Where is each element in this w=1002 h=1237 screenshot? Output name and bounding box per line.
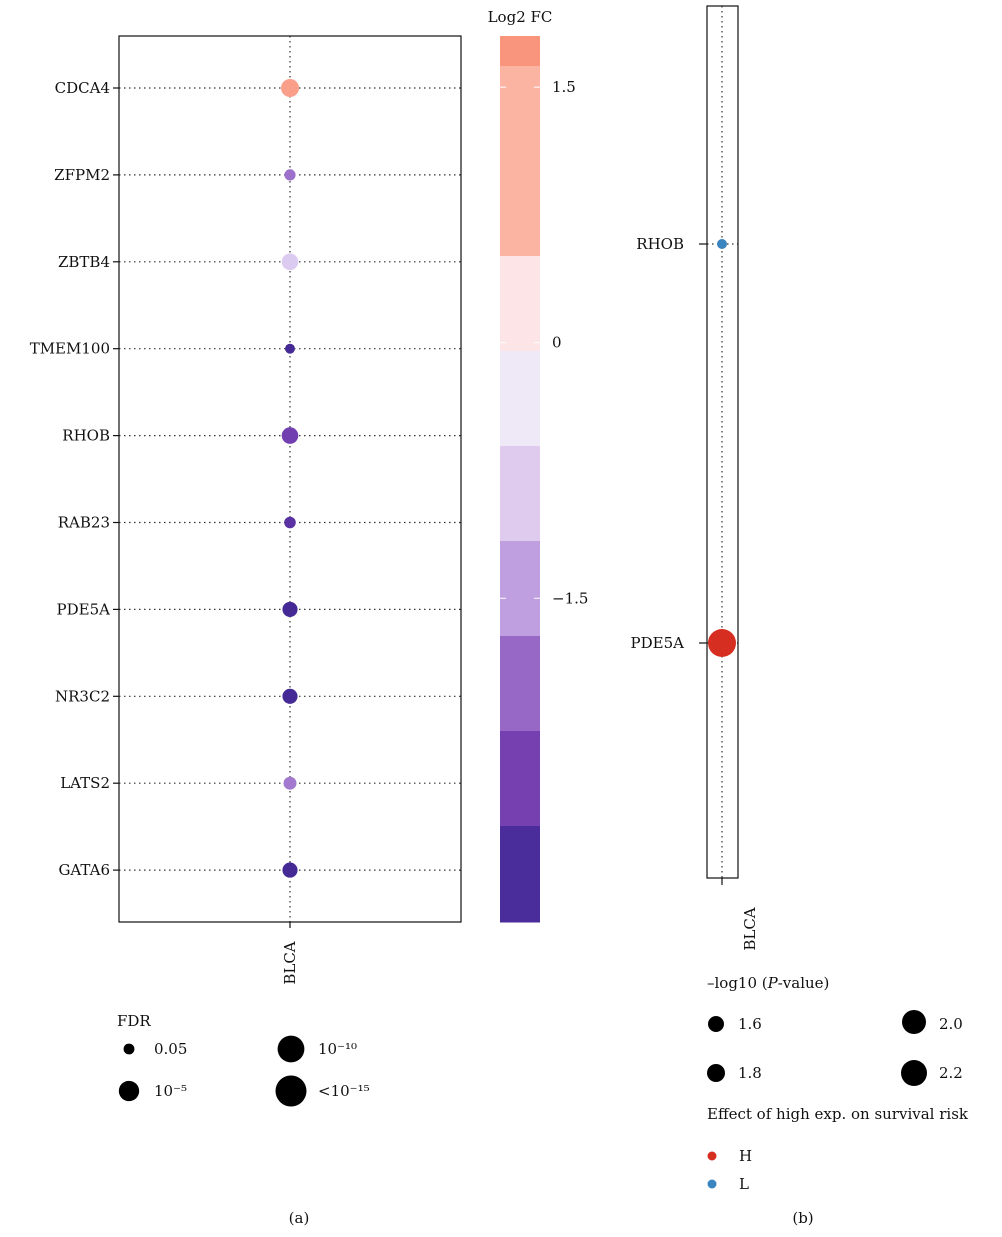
colorbar-band-1	[500, 66, 540, 257]
effect-legend-title: Effect of high exp. on survival risk	[707, 1105, 969, 1123]
y-tick-label-rab23: RAB23	[58, 514, 110, 532]
effect-legend-label-h: H	[739, 1147, 752, 1165]
pvalue-legend-symbol-1	[707, 1064, 725, 1082]
y-tick-label-pde5a: PDE5A	[57, 600, 111, 618]
x-tick-label-b-blca: BLCA	[741, 907, 759, 950]
y-tick-label-zfpm2: ZFPM2	[54, 166, 110, 184]
point-rab23	[284, 516, 296, 529]
panel-b-x-axis: BLCA	[721, 878, 759, 951]
fdr-size-legend: 0.05 10⁻⁵ 10⁻¹⁰ <10⁻¹⁵	[118, 1035, 370, 1107]
fdr-legend-label-1: 10⁻⁵	[154, 1082, 187, 1100]
colorbar-ticks: 1.5 0 −1.5	[500, 78, 588, 607]
point-cdca4	[280, 78, 300, 98]
panel-b-y-axis: RHOB PDE5A	[631, 235, 707, 652]
pvalue-legend-label-2: 2.0	[939, 1015, 963, 1033]
point-tmem100	[285, 343, 295, 354]
pvalue-size-legend: 1.6 1.8 2.0 2.2	[707, 1010, 963, 1086]
pvalue-legend-symbol-0	[708, 1016, 724, 1032]
point-pde5a	[282, 601, 298, 617]
pvalue-legend-label-3: 2.2	[939, 1064, 963, 1082]
pvalue-legend-title: –log10 (P-value)	[707, 974, 829, 992]
point-b-pde5a	[708, 629, 736, 657]
colorbar	[500, 36, 540, 923]
fdr-legend-symbol-3	[275, 1075, 307, 1107]
y-tick-label-b-pde5a: PDE5A	[631, 634, 685, 652]
colorbar-band-7	[500, 731, 540, 827]
y-tick-label-nr3c2: NR3C2	[55, 687, 110, 705]
effect-legend-symbol-h	[707, 1151, 717, 1161]
pvalue-legend-symbol-3	[901, 1060, 927, 1086]
panel-a-label: (a)	[289, 1209, 310, 1227]
point-zfpm2	[284, 169, 296, 181]
colorbar-tick-label-0: 1.5	[552, 78, 576, 96]
colorbar-band-4	[500, 446, 540, 542]
colorbar-tick-label-2: −1.5	[552, 589, 588, 607]
fdr-legend-title: FDR	[117, 1012, 151, 1030]
panel-a-y-axis: CDCA4 ZFPM2 ZBTB4 TMEM100 RHOB RAB23 PDE5A NR3C…	[30, 79, 119, 879]
panel-b-gridlines	[707, 6, 738, 878]
fdr-legend-symbol-0	[123, 1043, 135, 1055]
y-tick-label-rhob: RHOB	[62, 427, 110, 445]
panel-a-points	[280, 78, 300, 878]
panel-b-label: (b)	[792, 1209, 813, 1227]
effect-legend-label-l: L	[739, 1175, 749, 1193]
effect-legend-symbol-l	[707, 1179, 717, 1189]
colorbar-band-6	[500, 636, 540, 732]
colorbar-title: Log2 FC	[488, 8, 553, 26]
colorbar-tick-label-1: 0	[552, 334, 562, 352]
y-tick-label-b-rhob: RHOB	[636, 235, 684, 253]
y-tick-label-lats2: LATS2	[60, 774, 110, 792]
point-b-rhob	[717, 239, 727, 249]
point-gata6	[282, 862, 298, 878]
y-tick-label-tmem100: TMEM100	[30, 340, 110, 358]
panel-a-x-axis: BLCA	[281, 922, 299, 985]
fdr-legend-label-3: <10⁻¹⁵	[318, 1082, 370, 1100]
x-tick-label-blca: BLCA	[281, 941, 299, 984]
fdr-legend-label-0: 0.05	[154, 1040, 187, 1058]
panel-b: RHOB PDE5A BLCA –log10 (P-value) 1.6 1.8 2.…	[631, 5, 969, 1227]
point-zbtb4	[281, 253, 299, 271]
y-tick-label-gata6: GATA6	[58, 861, 110, 879]
pvalue-legend-symbol-2	[902, 1010, 926, 1034]
panel-a: CDCA4 ZFPM2 ZBTB4 TMEM100 RHOB RAB23 PDE5A NR3C…	[30, 8, 589, 1227]
pvalue-legend-label-0: 1.6	[738, 1015, 762, 1033]
pvalue-legend-label-1: 1.8	[738, 1064, 762, 1082]
colorbar-band-8	[500, 826, 540, 923]
point-rhob	[281, 427, 299, 444]
panel-b-points	[708, 239, 736, 657]
colorbar-band-5	[500, 541, 540, 637]
fdr-legend-symbol-2	[277, 1035, 305, 1063]
point-lats2	[283, 776, 297, 790]
colorbar-band-2	[500, 256, 540, 352]
fdr-legend-label-2: 10⁻¹⁰	[318, 1040, 357, 1058]
y-tick-label-zbtb4: ZBTB4	[58, 253, 110, 271]
point-nr3c2	[282, 688, 298, 704]
y-tick-label-cdca4: CDCA4	[55, 79, 110, 97]
fdr-legend-symbol-1	[118, 1080, 140, 1102]
colorbar-band-3	[500, 351, 540, 447]
effect-color-legend: HL	[707, 1147, 752, 1193]
colorbar-band-0	[500, 36, 540, 67]
